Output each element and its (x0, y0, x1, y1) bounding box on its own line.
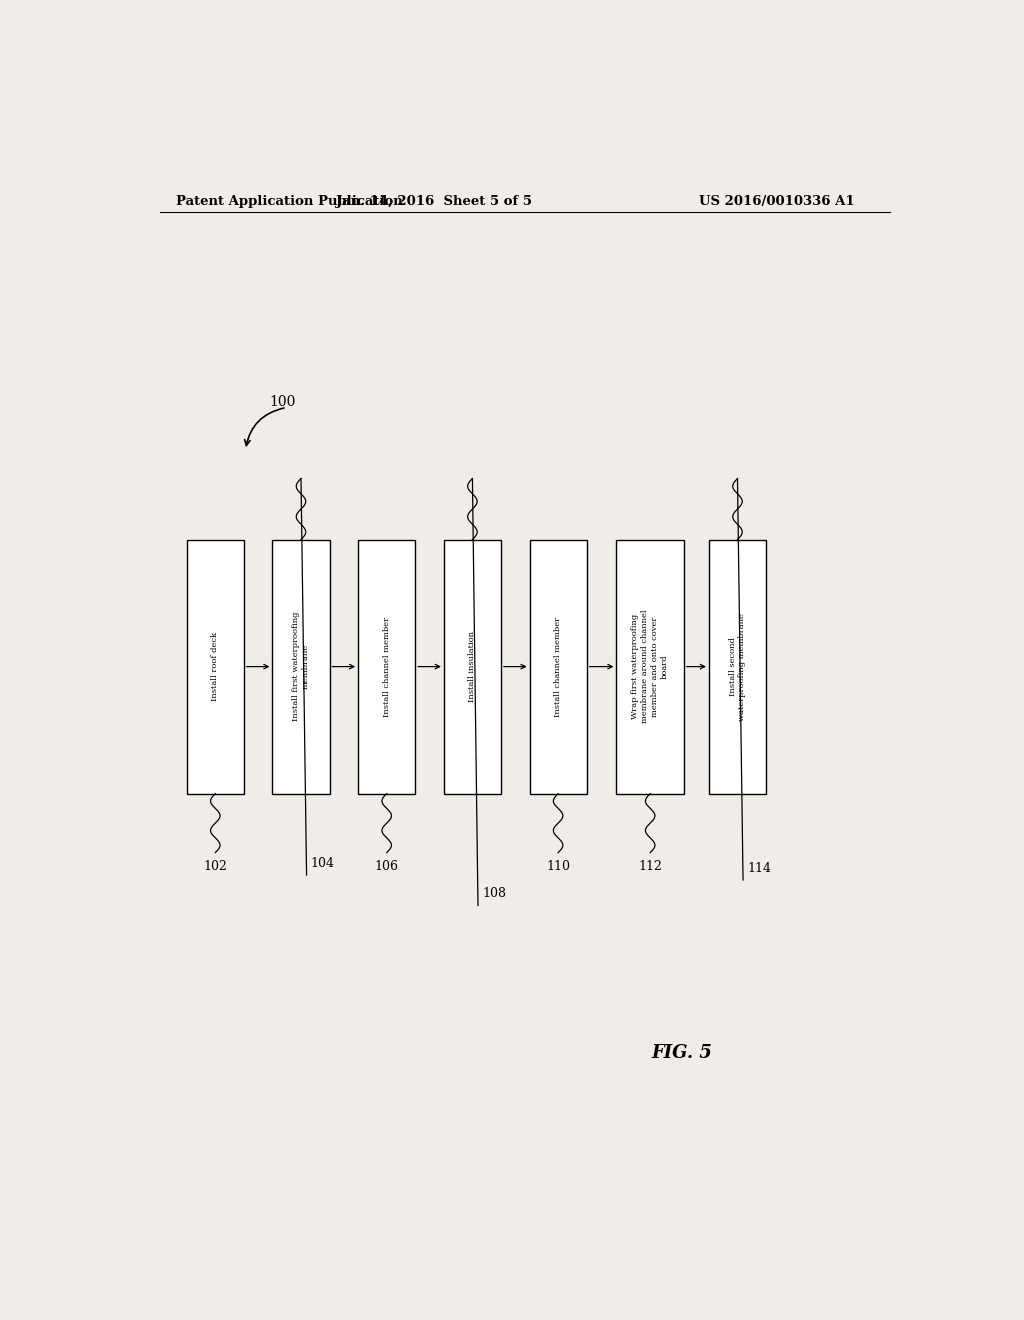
Text: Install channel member: Install channel member (554, 616, 562, 717)
Text: 114: 114 (748, 862, 771, 875)
Bar (186, 540, 244, 793)
Bar (616, 540, 684, 793)
Text: Install second
waterproofing membrane: Install second waterproofing membrane (729, 612, 746, 721)
Text: 104: 104 (310, 857, 335, 870)
Bar (529, 540, 587, 793)
Text: Wrap first waterproofing
membrane around channel
member and onto cover
board: Wrap first waterproofing membrane around… (632, 610, 669, 723)
Text: Install channel member: Install channel member (383, 616, 391, 717)
Text: Patent Application Publication: Patent Application Publication (176, 194, 402, 207)
Text: 110: 110 (546, 859, 570, 873)
Text: 108: 108 (482, 887, 506, 900)
Bar (443, 540, 501, 793)
Bar (358, 540, 416, 793)
Text: 102: 102 (204, 859, 227, 873)
Text: Jan. 14, 2016  Sheet 5 of 5: Jan. 14, 2016 Sheet 5 of 5 (336, 194, 531, 207)
Text: Install first waterproofing
membrane: Install first waterproofing membrane (292, 612, 310, 721)
Text: Install roof deck: Install roof deck (211, 632, 219, 701)
Bar (272, 540, 330, 793)
Text: 106: 106 (375, 859, 398, 873)
Text: FIG. 5: FIG. 5 (652, 1044, 713, 1061)
Text: 112: 112 (638, 859, 663, 873)
Bar (709, 540, 766, 793)
Text: Install insulation: Install insulation (468, 631, 476, 702)
Text: US 2016/0010336 A1: US 2016/0010336 A1 (699, 194, 855, 207)
Text: 100: 100 (269, 395, 296, 409)
